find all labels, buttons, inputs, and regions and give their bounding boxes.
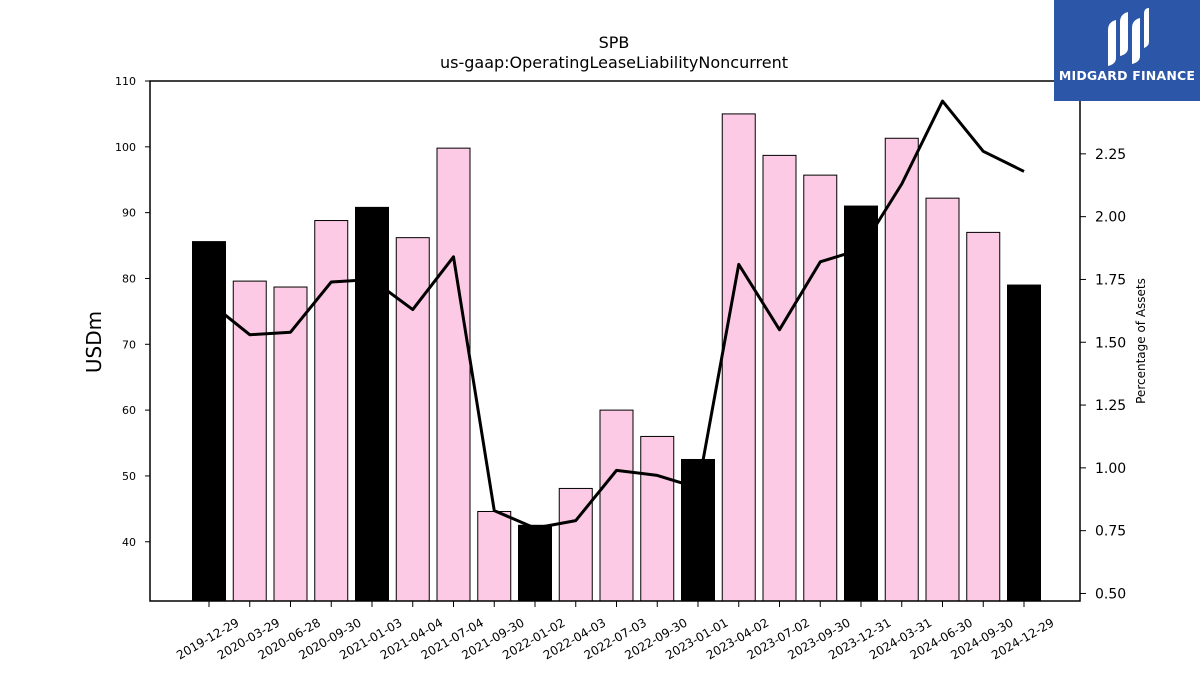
y-tick-label: 60 bbox=[122, 404, 136, 417]
bar-2021-09-30 bbox=[477, 510, 512, 602]
bar-2022-09-30 bbox=[640, 435, 675, 602]
y2-tick-label: 2.25 bbox=[1095, 147, 1126, 163]
y2-tick-label: 1.50 bbox=[1095, 335, 1126, 351]
brand-name: MIDGARD FINANCE bbox=[1058, 68, 1196, 83]
brand-logo: MIDGARD FINANCE bbox=[1054, 0, 1200, 101]
y2-tick-label: 1.00 bbox=[1095, 461, 1126, 477]
bar-2024-06-30 bbox=[925, 197, 960, 602]
bar-2022-07-03 bbox=[599, 409, 634, 602]
bar-2021-04-04 bbox=[395, 237, 430, 602]
y-tick-label: 110 bbox=[115, 75, 136, 88]
bar-2020-09-30 bbox=[314, 220, 349, 602]
y-tick-label: 100 bbox=[115, 141, 136, 154]
y-tick-label: 40 bbox=[122, 536, 136, 549]
bar-2020-03-29 bbox=[232, 280, 267, 602]
bar-2019-12-29 bbox=[192, 241, 226, 602]
bar-2022-01-02 bbox=[518, 524, 552, 602]
y2-tick-label: 1.25 bbox=[1095, 398, 1126, 414]
midgard-logo-icon bbox=[1108, 8, 1149, 66]
bar-2024-09-30 bbox=[966, 231, 1001, 602]
y2-tick-label: 0.50 bbox=[1095, 586, 1126, 602]
plot-frame bbox=[149, 80, 1081, 602]
y-tick-label: 50 bbox=[122, 470, 136, 483]
chart-subtitle: us-gaap:OperatingLeaseLiabilityNoncurren… bbox=[440, 53, 788, 72]
y-tick-label: 70 bbox=[122, 338, 136, 351]
y2-axis-label: Percentage of Assets bbox=[1134, 278, 1148, 404]
y-axis-label: USDm bbox=[82, 311, 106, 373]
y-tick-label: 80 bbox=[122, 272, 136, 285]
bar-2023-12-31 bbox=[844, 205, 878, 602]
y2-tick-label: 2.00 bbox=[1095, 210, 1126, 226]
y2-tick-label: 1.75 bbox=[1095, 272, 1126, 288]
bar-2021-01-03 bbox=[355, 206, 389, 602]
bar-2024-12-29 bbox=[1007, 284, 1041, 602]
y-tick-label: 90 bbox=[122, 207, 136, 220]
bar-2023-09-30 bbox=[803, 174, 838, 602]
bar-2021-07-04 bbox=[436, 147, 471, 602]
chart-title: SPB bbox=[599, 33, 630, 52]
bar-2023-04-02 bbox=[721, 113, 756, 602]
y2-tick-label: 0.75 bbox=[1095, 524, 1126, 540]
bar-2020-06-28 bbox=[273, 286, 308, 602]
line-percentage-of-assets bbox=[208, 99, 1025, 530]
bar-2024-03-31 bbox=[884, 137, 919, 602]
bar-2023-07-02 bbox=[762, 154, 797, 602]
